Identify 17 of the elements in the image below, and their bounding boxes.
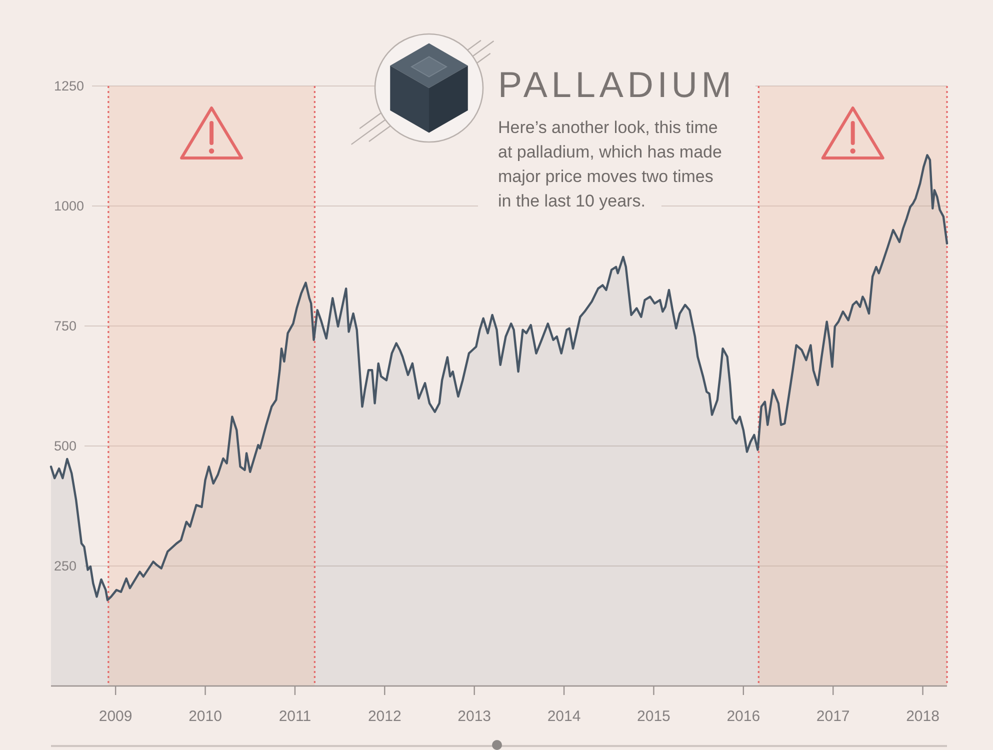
x-tick-label: 2010: [188, 708, 222, 725]
x-tick-label: 2011: [278, 708, 312, 725]
x-tick-label: 2013: [458, 708, 492, 725]
y-tick-label: 750: [54, 318, 77, 334]
x-tick-label: 2016: [726, 708, 760, 725]
text: Here’s another look, this time at palladium, which has made major price moves two times in the last 10 years.: [498, 118, 722, 210]
x-tick-label: 2017: [816, 708, 850, 725]
x-tick-label: 2014: [547, 708, 581, 725]
x-tick-label: 2015: [637, 708, 670, 725]
x-tick-label: 2018: [906, 708, 940, 725]
y-tick-label: 250: [54, 558, 77, 574]
x-tick-label: 2009: [98, 708, 132, 725]
chart-title: PALLADIUM: [498, 64, 736, 105]
y-tick-label: 500: [54, 438, 77, 454]
y-tick-label: 1000: [54, 198, 84, 214]
y-tick-label: 1250: [54, 78, 84, 94]
x-tick-label: 2012: [368, 708, 402, 725]
